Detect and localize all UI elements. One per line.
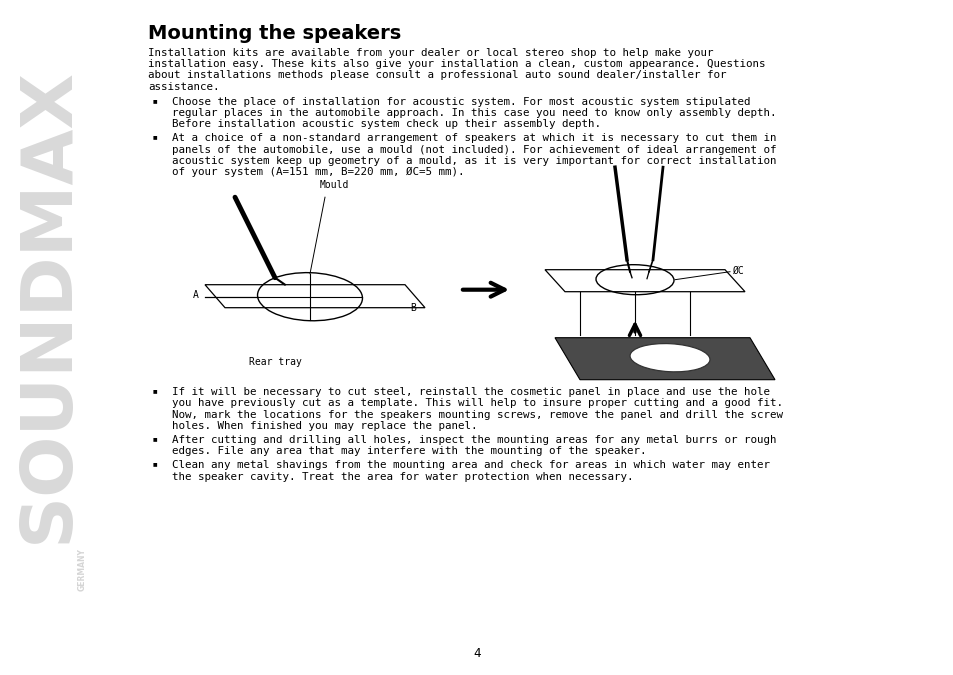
- Ellipse shape: [629, 344, 709, 372]
- Text: Mounting the speakers: Mounting the speakers: [148, 24, 401, 43]
- Text: If it will be necessary to cut steel, reinstall the cosmetic panel in place and : If it will be necessary to cut steel, re…: [172, 387, 769, 397]
- Text: Mould: Mould: [319, 180, 349, 190]
- Text: Choose the place of installation for acoustic system. For most acoustic system s: Choose the place of installation for aco…: [172, 97, 750, 107]
- Text: 4: 4: [473, 647, 480, 660]
- Text: holes. When finished you may replace the panel.: holes. When finished you may replace the…: [172, 421, 477, 431]
- Text: ■: ■: [152, 436, 157, 441]
- Text: acoustic system keep up geometry of a mould, as it is very important for correct: acoustic system keep up geometry of a mo…: [172, 156, 776, 166]
- Text: ■: ■: [152, 98, 157, 103]
- Text: SOUNDMAX: SOUNDMAX: [13, 67, 82, 543]
- Text: installation easy. These kits also give your installation a clean, custom appear: installation easy. These kits also give …: [148, 59, 764, 70]
- Text: the speaker cavity. Treat the area for water protection when necessary.: the speaker cavity. Treat the area for w…: [172, 472, 633, 481]
- Text: A: A: [193, 290, 199, 300]
- Text: ØC: ØC: [731, 266, 743, 275]
- Text: Now, mark the locations for the speakers mounting screws, remove the panel and d: Now, mark the locations for the speakers…: [172, 410, 782, 420]
- Text: regular places in the automobile approach. In this case you need to know only as: regular places in the automobile approac…: [172, 108, 776, 118]
- Text: Installation kits are available from your dealer or local stereo shop to help ma: Installation kits are available from you…: [148, 48, 713, 58]
- Text: Before installation acoustic system check up their assembly depth.: Before installation acoustic system chec…: [172, 119, 600, 129]
- Text: panels of the automobile, use a mould (not included). For achievement of ideal a: panels of the automobile, use a mould (n…: [172, 144, 776, 155]
- Text: edges. File any area that may interfere with the mounting of the speaker.: edges. File any area that may interfere …: [172, 446, 646, 456]
- Text: At a choice of a non-standard arrangement of speakers at which it is necessary t: At a choice of a non-standard arrangemen…: [172, 134, 776, 143]
- Text: GERMANY: GERMANY: [77, 549, 87, 591]
- Text: ■: ■: [152, 462, 157, 466]
- Text: ■: ■: [152, 134, 157, 140]
- Polygon shape: [555, 338, 774, 380]
- Text: After cutting and drilling all holes, inspect the mounting areas for any metal b: After cutting and drilling all holes, in…: [172, 435, 776, 445]
- Text: B: B: [410, 302, 416, 313]
- Text: about installations methods please consult a professional auto sound dealer/inst: about installations methods please consu…: [148, 70, 726, 80]
- Text: of your system (A=151 mm, B=220 mm, ØC=5 mm).: of your system (A=151 mm, B=220 mm, ØC=5…: [172, 167, 464, 178]
- Text: assistance.: assistance.: [148, 82, 219, 92]
- Text: you have previously cut as a template. This will help to insure proper cutting a: you have previously cut as a template. T…: [172, 398, 782, 408]
- Text: Rear tray: Rear tray: [249, 357, 301, 367]
- Text: Clean any metal shavings from the mounting area and check for areas in which wat: Clean any metal shavings from the mounti…: [172, 460, 769, 470]
- Text: ■: ■: [152, 388, 157, 394]
